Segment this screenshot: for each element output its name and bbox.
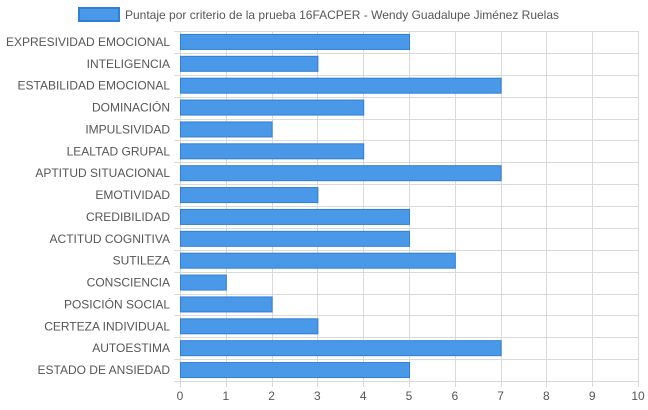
category-label: INTELIGENCIA	[87, 57, 170, 71]
bar[interactable]	[180, 318, 319, 335]
bar[interactable]	[180, 55, 319, 72]
legend-label: Puntaje por criterio de la prueba 16FACP…	[125, 8, 559, 22]
x-tick-label: 8	[543, 389, 550, 403]
category-label: CREDIBILIDAD	[86, 210, 170, 224]
category-label: ESTADO DE ANSIEDAD	[38, 363, 171, 377]
x-tick-label: 10	[631, 389, 645, 403]
bar[interactable]	[180, 99, 365, 116]
legend[interactable]: Puntaje por criterio de la prueba 16FACP…	[78, 7, 559, 22]
category-label: CERTEZA INDIVIDUAL	[44, 319, 170, 333]
x-tick-label: 5	[406, 389, 413, 403]
x-tick-label: 1	[222, 389, 229, 403]
x-tick-label: 9	[589, 389, 596, 403]
category-label: LEALTAD GRUPAL	[67, 144, 171, 158]
category-label: CONSCIENCIA	[87, 276, 170, 290]
category-label: AUTOESTIMA	[92, 341, 170, 355]
bar[interactable]	[180, 77, 502, 94]
bar[interactable]	[180, 143, 365, 160]
bar[interactable]	[180, 274, 227, 291]
x-tick-label: 0	[177, 389, 184, 403]
bar[interactable]	[180, 121, 273, 138]
category-label: DOMINACIÓN	[92, 100, 170, 115]
bar[interactable]	[180, 252, 456, 269]
x-tick-label: 3	[314, 389, 321, 403]
category-label: EXPRESIVIDAD EMOCIONAL	[6, 35, 170, 49]
category-label: ACTITUD COGNITIVA	[50, 232, 170, 246]
x-tick-label: 7	[497, 389, 504, 403]
x-tick-label: 2	[268, 389, 275, 403]
legend-swatch	[78, 7, 120, 22]
category-label: SUTILEZA	[113, 254, 170, 268]
x-tick-label: 6	[451, 389, 458, 403]
x-tick-label: 4	[360, 389, 367, 403]
bar[interactable]	[180, 340, 502, 357]
category-label: APTITUD SITUACIONAL	[35, 166, 170, 180]
bar[interactable]	[180, 296, 273, 313]
x-tick-labels: 0 1 2 3 4 5 6 7 8 9 10	[177, 389, 645, 403]
category-labels: EXPRESIVIDAD EMOCIONAL INTELIGENCIA ESTABI…	[6, 35, 170, 377]
bar[interactable]	[180, 208, 410, 225]
category-label: POSICIÓN SOCIAL	[64, 296, 170, 311]
category-label: IMPULSIVIDAD	[85, 122, 170, 136]
bar[interactable]	[180, 362, 410, 379]
bar[interactable]	[180, 33, 410, 50]
bar[interactable]	[180, 230, 410, 247]
bars	[180, 33, 502, 379]
bar[interactable]	[180, 187, 319, 204]
category-label: ESTABILIDAD EMOCIONAL	[18, 79, 171, 93]
category-label: EMOTIVIDAD	[95, 188, 170, 202]
bar[interactable]	[180, 165, 502, 182]
